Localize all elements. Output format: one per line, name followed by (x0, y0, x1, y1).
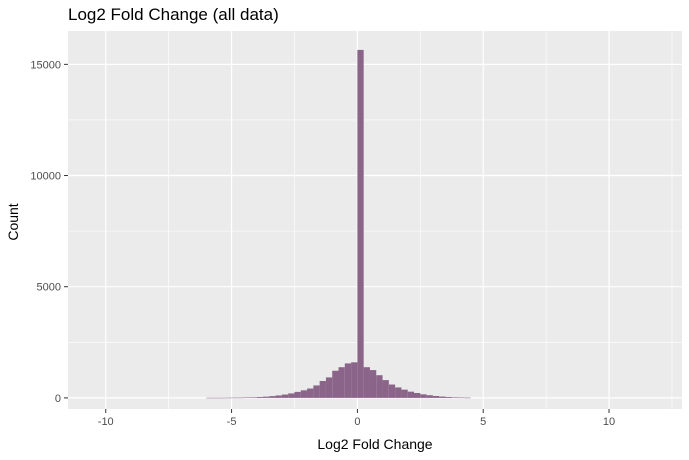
histogram-bar (300, 390, 308, 398)
y-tick-label: 15000 (30, 59, 61, 71)
histogram-bar (275, 395, 282, 398)
histogram-bars (206, 49, 471, 399)
histogram-bar (363, 367, 370, 398)
histogram-bar (281, 394, 289, 398)
histogram-bar (206, 397, 213, 399)
histogram-bar (319, 380, 326, 398)
histogram-bar (218, 397, 226, 399)
histogram-bar (263, 396, 270, 398)
x-axis-ticks: -10 -5 0 5 10 (98, 409, 615, 428)
histogram-bar (451, 397, 459, 398)
histogram-bar (294, 391, 301, 398)
histogram-bar (414, 392, 421, 398)
histogram-bar (244, 397, 251, 398)
histogram-bar (458, 397, 465, 399)
histogram-bar (382, 380, 389, 398)
histogram-bar (332, 370, 339, 398)
histogram-bar (407, 391, 415, 398)
histogram-bar (426, 395, 433, 398)
histogram-bar (288, 393, 295, 398)
histogram-bar (237, 397, 245, 399)
y-tick-label: 10000 (30, 171, 61, 183)
histogram-bar (313, 385, 320, 398)
histogram-bar (231, 397, 238, 399)
x-tick-label: -5 (227, 416, 237, 428)
histogram-bar (250, 397, 257, 398)
histogram-bar (439, 396, 446, 398)
histogram-bar (256, 396, 264, 398)
grid-minor (68, 31, 682, 409)
histogram-bar (464, 397, 471, 399)
histogram-bar (269, 396, 276, 398)
histogram-bar (369, 370, 377, 398)
histogram-bar (445, 396, 452, 398)
histogram-bar (432, 395, 440, 398)
histogram-bar (325, 377, 333, 398)
x-axis-label: Log2 Fold Change (317, 436, 432, 452)
histogram-bar (351, 362, 358, 398)
y-tick-label: 0 (55, 393, 61, 405)
plot-panel (68, 31, 682, 409)
chart-title: Log2 Fold Change (all data) (68, 5, 279, 24)
x-tick-label: -10 (98, 416, 114, 428)
y-tick-label: 5000 (37, 282, 61, 294)
x-tick-label: 0 (354, 416, 360, 428)
histogram-bar (401, 389, 408, 398)
histogram-bar (388, 384, 396, 398)
x-tick-label: 5 (480, 416, 486, 428)
histogram-bar (338, 367, 345, 398)
histogram-bar (395, 387, 402, 398)
histogram-bar (307, 388, 314, 398)
y-axis-ticks: 0 5000 10000 15000 (30, 59, 68, 405)
histogram-bar (212, 397, 219, 399)
x-tick-label: 10 (603, 416, 615, 428)
histogram-bar (225, 397, 232, 399)
y-axis-label: Count (5, 203, 21, 240)
histogram-bar (357, 49, 364, 398)
histogram-bar (344, 363, 352, 398)
histogram-bar (376, 375, 383, 398)
histogram-bar (420, 394, 427, 398)
